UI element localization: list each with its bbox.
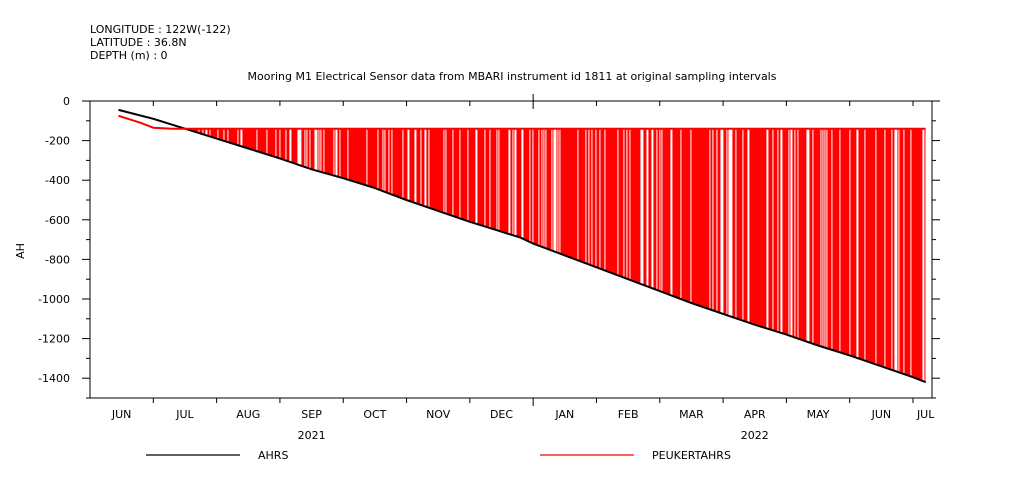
x-tick-label: MAY	[807, 408, 830, 421]
series-line-ahrs	[118, 108, 927, 384]
y-axis-ticks: 0 -200 -400 -600 -800 -1000 -1200 -1400	[38, 95, 940, 399]
chart-title: Mooring M1 Electrical Sensor data from M…	[248, 70, 777, 83]
y-tick-label: -1000	[38, 293, 70, 306]
x-tick-label: AUG	[236, 408, 260, 421]
year-label: 2021	[298, 429, 326, 442]
y-tick-label: -1400	[38, 372, 70, 385]
x-tick-label: JUN	[111, 408, 132, 421]
legend: AHRS PEUKERTAHRS	[146, 449, 731, 462]
legend-label: AHRS	[258, 449, 288, 462]
x-tick-label: OCT	[363, 408, 386, 421]
y-tick-label: 0	[63, 95, 70, 108]
series-layer	[118, 108, 927, 384]
x-tick-label: JAN	[554, 408, 574, 421]
x-tick-label: JUL	[916, 408, 935, 421]
peukertahrs-fill	[185, 128, 926, 382]
x-tick-label: NOV	[426, 408, 451, 421]
x-tick-label: JUN	[871, 408, 892, 421]
y-tick-label: -800	[45, 253, 70, 266]
x-tick-label: MAR	[679, 408, 704, 421]
longitude-label: LONGITUDE : 122W(-122)	[90, 23, 231, 36]
x-tick-label: DEC	[490, 408, 513, 421]
y-tick-label: -200	[45, 135, 70, 148]
y-tick-label: -600	[45, 214, 70, 227]
year-label: 2022	[741, 429, 769, 442]
plot-frame	[89, 100, 933, 399]
x-tick-label: FEB	[618, 408, 639, 421]
y-tick-label: -1200	[38, 333, 70, 346]
depth-label: DEPTH (m) : 0	[90, 49, 168, 62]
x-axis-ticks: JUN JUL AUG SEP OCT NOV DEC JAN FEB MAR APR MAY JUN J…	[111, 94, 935, 442]
legend-label: PEUKERTAHRS	[652, 449, 731, 462]
series-line-peukertahrs	[118, 114, 926, 130]
y-tick-label: -400	[45, 174, 70, 187]
x-tick-label: SEP	[301, 408, 322, 421]
x-tick-label: APR	[744, 408, 766, 421]
y-axis-label: AH	[14, 243, 27, 259]
latitude-label: LATITUDE : 36.8N	[90, 36, 187, 49]
x-tick-label: JUL	[175, 408, 194, 421]
